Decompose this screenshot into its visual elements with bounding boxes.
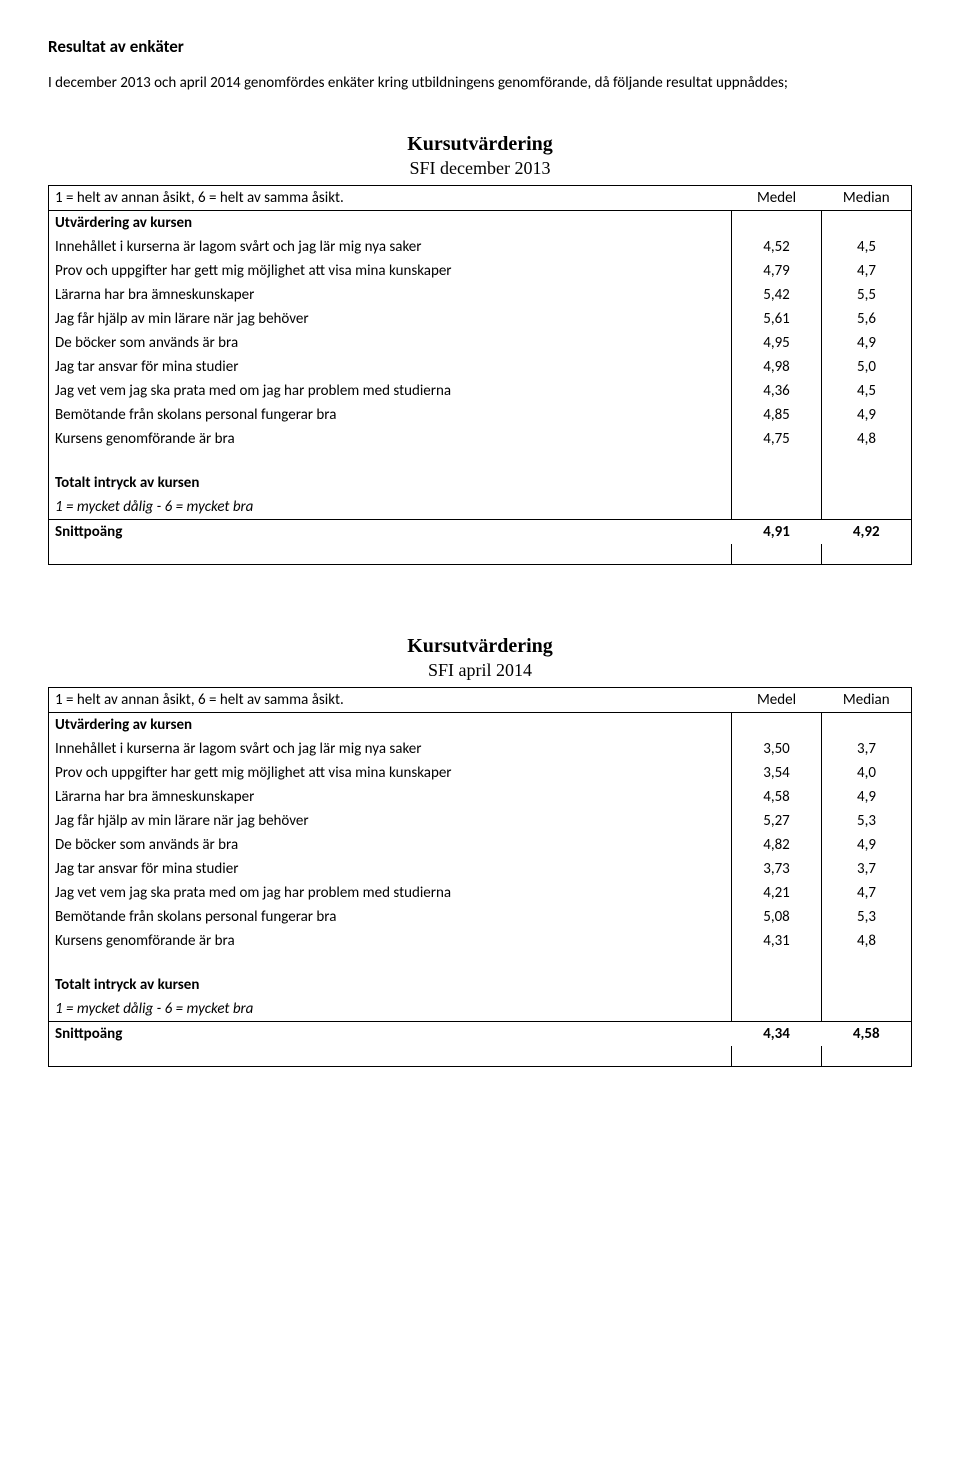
scale-label: 1 = helt av annan åsikt, 6 = helt av sam…: [49, 688, 732, 713]
row-median: 4,7: [822, 259, 912, 283]
row-medel: 3,50: [732, 737, 822, 761]
row-medel: 4,98: [732, 355, 822, 379]
page-title: Resultat av enkäter: [48, 36, 912, 57]
total-scale: 1 = mycket dålig - 6 = mycket bra: [49, 495, 732, 520]
col-median: Median: [822, 186, 912, 211]
row-medel: 4,95: [732, 331, 822, 355]
row-label: Prov och uppgifter har gett mig möjlighe…: [49, 761, 732, 785]
row-median: 4,9: [822, 833, 912, 857]
row-medel: 5,27: [732, 809, 822, 833]
row-label: Prov och uppgifter har gett mig möjlighe…: [49, 259, 732, 283]
row-medel: 4,75: [732, 427, 822, 451]
row-median: 4,9: [822, 403, 912, 427]
row-medel: 4,52: [732, 235, 822, 259]
section-total: Totalt intryck av kursen: [49, 471, 732, 495]
evaluation-block-2: Kursutvärdering SFI april 2014 1 = helt …: [48, 635, 912, 1067]
row-medel: 4,58: [732, 785, 822, 809]
row-median: 4,9: [822, 785, 912, 809]
section-total: Totalt intryck av kursen: [49, 973, 732, 997]
row-median: 4,5: [822, 379, 912, 403]
row-medel: 4,21: [732, 881, 822, 905]
row-label: Bemötande från skolans personal fungerar…: [49, 403, 732, 427]
row-label: Jag tar ansvar för mina studier: [49, 355, 732, 379]
eval-table-2: 1 = helt av annan åsikt, 6 = helt av sam…: [48, 687, 912, 1067]
row-medel: 3,73: [732, 857, 822, 881]
scale-label: 1 = helt av annan åsikt, 6 = helt av sam…: [49, 186, 732, 211]
row-label: Innehållet i kurserna är lagom svårt och…: [49, 737, 732, 761]
col-medel: Medel: [732, 186, 822, 211]
page-intro: I december 2013 och april 2014 genomförd…: [48, 73, 912, 93]
eval-title: Kursutvärdering: [48, 133, 912, 156]
row-label: Kursens genomförande är bra: [49, 929, 732, 953]
row-label: De böcker som används är bra: [49, 331, 732, 355]
snitt-medel: 4,34: [732, 1022, 822, 1047]
row-median: 3,7: [822, 857, 912, 881]
row-label: Bemötande från skolans personal fungerar…: [49, 905, 732, 929]
row-median: 4,8: [822, 427, 912, 451]
row-median: 4,0: [822, 761, 912, 785]
row-label: Kursens genomförande är bra: [49, 427, 732, 451]
eval-subtitle: SFI december 2013: [48, 158, 912, 179]
row-label: De böcker som används är bra: [49, 833, 732, 857]
row-medel: 5,08: [732, 905, 822, 929]
eval-subtitle: SFI april 2014: [48, 660, 912, 681]
row-medel: 5,61: [732, 307, 822, 331]
row-label: Innehållet i kurserna är lagom svårt och…: [49, 235, 732, 259]
row-medel: 4,82: [732, 833, 822, 857]
row-median: 3,7: [822, 737, 912, 761]
total-scale: 1 = mycket dålig - 6 = mycket bra: [49, 997, 732, 1022]
row-label: Jag får hjälp av min lärare när jag behö…: [49, 809, 732, 833]
snitt-label: Snittpoäng: [49, 520, 732, 545]
row-median: 5,0: [822, 355, 912, 379]
row-median: 4,7: [822, 881, 912, 905]
row-median: 4,5: [822, 235, 912, 259]
snitt-median: 4,58: [822, 1022, 912, 1047]
row-label: Lärarna har bra ämneskunskaper: [49, 283, 732, 307]
row-label: Jag vet vem jag ska prata med om jag har…: [49, 379, 732, 403]
row-label: Jag tar ansvar för mina studier: [49, 857, 732, 881]
col-medel: Medel: [732, 688, 822, 713]
row-medel: 4,85: [732, 403, 822, 427]
row-median: 4,9: [822, 331, 912, 355]
eval-table-1: 1 = helt av annan åsikt, 6 = helt av sam…: [48, 185, 912, 565]
row-medel: 5,42: [732, 283, 822, 307]
snitt-label: Snittpoäng: [49, 1022, 732, 1047]
row-median: 5,3: [822, 905, 912, 929]
section-eval: Utvärdering av kursen: [49, 211, 732, 236]
snitt-medel: 4,91: [732, 520, 822, 545]
row-label: Lärarna har bra ämneskunskaper: [49, 785, 732, 809]
eval-title: Kursutvärdering: [48, 635, 912, 658]
col-median: Median: [822, 688, 912, 713]
row-median: 5,5: [822, 283, 912, 307]
row-medel: 4,31: [732, 929, 822, 953]
row-medel: 3,54: [732, 761, 822, 785]
row-median: 4,8: [822, 929, 912, 953]
row-label: Jag vet vem jag ska prata med om jag har…: [49, 881, 732, 905]
section-eval: Utvärdering av kursen: [49, 713, 732, 738]
row-label: Jag får hjälp av min lärare när jag behö…: [49, 307, 732, 331]
evaluation-block-1: Kursutvärdering SFI december 2013 1 = he…: [48, 133, 912, 565]
row-medel: 4,36: [732, 379, 822, 403]
row-medel: 4,79: [732, 259, 822, 283]
snitt-median: 4,92: [822, 520, 912, 545]
row-median: 5,3: [822, 809, 912, 833]
row-median: 5,6: [822, 307, 912, 331]
